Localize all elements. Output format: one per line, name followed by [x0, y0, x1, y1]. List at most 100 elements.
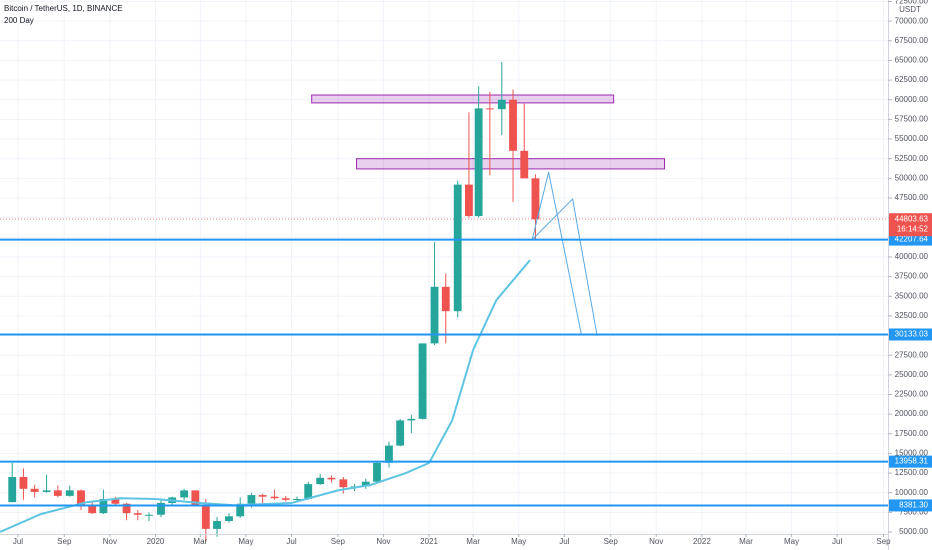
candle-body [430, 286, 439, 344]
candle-body [327, 477, 336, 480]
candle-body [293, 499, 301, 501]
candle-body [30, 488, 39, 492]
zone-box [356, 158, 666, 170]
current-price-label: 44803.63 [895, 214, 929, 223]
candle-body [465, 184, 473, 217]
candle-body [520, 150, 529, 179]
y-tick-label: 5000.00 [899, 527, 928, 536]
x-tick-label: Nov [649, 537, 663, 546]
y-tick-label: 35000.00 [895, 291, 929, 300]
x-tick-label: 2021 [420, 537, 438, 546]
y-tick-label: 7500.00 [899, 507, 928, 516]
candle-body [304, 484, 313, 500]
x-tick-label: Jul [286, 537, 296, 546]
y-tick-label: 10000.00 [895, 488, 929, 497]
y-tick-label: 67500.00 [895, 36, 929, 45]
y-tick-label: 62500.00 [895, 75, 929, 84]
candle-body [42, 490, 51, 492]
level-label: 42207.64 [895, 235, 929, 244]
candle-body [509, 99, 517, 151]
x-tick-label: Sep [331, 537, 346, 546]
x-tick-label: Sep [604, 537, 619, 546]
candle-body [201, 504, 210, 529]
y-tick-label: 65000.00 [895, 56, 929, 65]
candle-body [339, 479, 348, 488]
candle-body [77, 490, 85, 507]
candle-body [19, 477, 28, 489]
x-tick-label: Mar [193, 537, 207, 546]
y-tick-label: 22500.00 [895, 390, 929, 399]
level-label: 8381.30 [899, 501, 928, 510]
level-badge [889, 455, 932, 468]
candle-body [236, 503, 245, 517]
y-tick-label: 60000.00 [895, 95, 929, 104]
y-tick-label: 32500.00 [895, 311, 929, 320]
candle-body [258, 495, 267, 497]
candle-body [316, 477, 325, 485]
y-tick-label: 20000.00 [895, 409, 929, 418]
zone-box [311, 94, 615, 104]
chart-title: Bitcoin / TetherUS, 1D, BINANCE [4, 4, 123, 13]
x-tick-label: Jul [13, 537, 23, 546]
candle-body [65, 490, 74, 496]
level-badge [889, 499, 932, 512]
y-tick-label: 15000.00 [895, 449, 929, 458]
x-tick-label: Nov [103, 537, 117, 546]
y-tick-label: 50000.00 [895, 173, 929, 182]
unit-label: USDT [899, 5, 921, 14]
y-tick-label: 37500.00 [895, 272, 929, 281]
candle-body [225, 516, 233, 522]
y-tick-label: 57500.00 [895, 115, 929, 124]
level-label: 13958.31 [895, 457, 929, 466]
projection-path [531, 171, 582, 336]
candle-body [270, 496, 279, 499]
y-tick-label: 55000.00 [895, 134, 929, 143]
candle-body [497, 99, 506, 110]
candle-body [441, 286, 450, 312]
x-tick-label: Sep [876, 537, 891, 546]
candle-body [361, 481, 370, 487]
x-tick-label: Jul [559, 537, 569, 546]
candle-body [485, 108, 494, 110]
y-tick-label: 17500.00 [895, 429, 929, 438]
candle-body [474, 108, 483, 217]
x-tick-label: Nov [376, 537, 390, 546]
candle-body [418, 343, 427, 419]
level-badge [889, 328, 932, 341]
candle-body [133, 513, 142, 515]
y-tick-label: 52500.00 [895, 154, 929, 163]
candle-body [157, 502, 165, 515]
candle-body [281, 498, 290, 500]
candle-body [213, 521, 221, 529]
indicator-name: 200 Day [4, 16, 34, 25]
y-tick-label: 70000.00 [895, 16, 929, 25]
x-tick-label: Mar [739, 537, 753, 546]
y-tick-label: 27500.00 [895, 350, 929, 359]
level-label: 30133.03 [895, 330, 929, 339]
candle-body [145, 514, 153, 516]
candle-body [407, 418, 416, 421]
candle-body [396, 420, 405, 446]
level-badge [889, 233, 932, 246]
x-tick-label: May [511, 537, 526, 546]
projection-path [531, 197, 598, 337]
x-tick-label: 2022 [693, 537, 711, 546]
candle-body [247, 495, 256, 504]
candle-body [8, 477, 17, 503]
candle-body [53, 490, 62, 496]
candle-body [531, 178, 540, 220]
x-tick-label: Sep [57, 537, 72, 546]
moving-average-line [0, 259, 531, 533]
candle-body [88, 506, 97, 514]
candle-body [385, 445, 393, 463]
y-tick-label: 47500.00 [895, 193, 929, 202]
candle-body [191, 490, 200, 505]
x-tick-label: 2020 [147, 537, 165, 546]
x-tick-label: Jul [832, 537, 842, 546]
candle-body [111, 499, 120, 504]
countdown-label: 16:14:52 [897, 224, 929, 233]
y-tick-label: 25000.00 [895, 370, 929, 379]
y-tick-label: 40000.00 [895, 252, 929, 261]
x-tick-label: May [238, 537, 253, 546]
